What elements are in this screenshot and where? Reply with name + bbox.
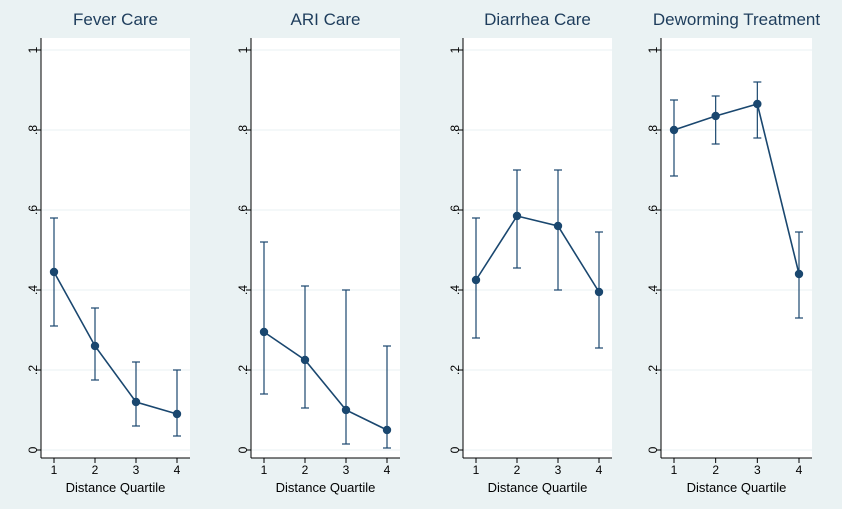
y-tick-label: .6 <box>26 205 40 215</box>
x-tick-label: 1 <box>51 463 58 477</box>
x-tick-label: 1 <box>473 463 480 477</box>
y-tick-label: .2 <box>646 365 660 375</box>
data-point <box>90 341 100 351</box>
x-tick-label: 3 <box>754 463 761 477</box>
y-tick-label: .4 <box>448 285 462 295</box>
data-point <box>794 269 804 279</box>
data-point <box>49 267 59 277</box>
x-tick-label: 3 <box>555 463 562 477</box>
data-point <box>553 221 563 231</box>
data-point <box>382 425 392 435</box>
y-tick-label: .8 <box>646 125 660 135</box>
y-tick-label: .2 <box>26 365 40 375</box>
data-point <box>131 397 141 407</box>
x-tick-label: 4 <box>596 463 603 477</box>
data-point <box>594 287 604 297</box>
x-axis-title: Distance Quartile <box>687 480 787 495</box>
y-tick-label: .8 <box>26 125 40 135</box>
y-tick-label: .6 <box>236 205 250 215</box>
data-point <box>512 211 522 221</box>
series-line <box>263 331 388 431</box>
x-tick-label: 2 <box>514 463 521 477</box>
x-tick-label: 4 <box>796 463 803 477</box>
panel-3: 0 .2 .4 .6 .8 1 1 2 3 4 Distance Quartile Diarrhea … <box>448 10 612 495</box>
y-tick-label: .4 <box>236 285 250 295</box>
x-tick-label: 2 <box>92 463 99 477</box>
x-axis-title: Distance Quartile <box>488 480 588 495</box>
plot-area <box>661 38 812 458</box>
data-point <box>172 409 182 419</box>
y-tick-label: 0 <box>26 446 40 453</box>
x-tick-label: 4 <box>384 463 391 477</box>
x-tick-label: 2 <box>712 463 719 477</box>
x-axis-title: Distance Quartile <box>276 480 376 495</box>
x-tick-label: 2 <box>302 463 309 477</box>
data-point <box>471 275 481 285</box>
panel-4: 0 .2 .4 .6 .8 1 1 2 3 4 Distance Quartile Deworming… <box>646 10 820 495</box>
y-tick-label: 0 <box>236 446 250 453</box>
series-line <box>475 215 600 293</box>
x-tick-label: 3 <box>343 463 350 477</box>
data-point <box>259 327 269 337</box>
y-tick-label: .2 <box>236 365 250 375</box>
plot-area <box>251 38 400 458</box>
panel-title: Deworming Treatment <box>653 10 821 29</box>
panel-title: Diarrhea Care <box>484 10 591 29</box>
series-line <box>673 103 800 275</box>
y-tick-label: .2 <box>448 365 462 375</box>
x-tick-label: 3 <box>133 463 140 477</box>
y-tick-label: 0 <box>448 446 462 453</box>
x-tick-label: 4 <box>174 463 181 477</box>
y-tick-label: .8 <box>236 125 250 135</box>
data-point <box>753 99 762 109</box>
panel-title: Fever Care <box>73 10 158 29</box>
panel-title: ARI Care <box>291 10 361 29</box>
y-tick-label: .4 <box>646 285 660 295</box>
y-tick-label: 1 <box>646 46 660 53</box>
series-line <box>53 271 178 415</box>
y-tick-label: 0 <box>646 446 660 453</box>
panel-2: 0 .2 .4 .6 .8 1 1 2 3 4 Distance Quartile ARI Care <box>236 10 400 495</box>
data-point <box>341 405 351 415</box>
data-point <box>711 111 720 121</box>
y-tick-label: .4 <box>26 285 40 295</box>
y-tick-label: .6 <box>646 205 660 215</box>
data-point <box>669 125 679 135</box>
x-tick-label: 1 <box>671 463 678 477</box>
x-axis-title: Distance Quartile <box>66 480 166 495</box>
y-tick-label: .6 <box>448 205 462 215</box>
plot-area <box>463 38 612 458</box>
panel-1: 0 .2 .4 .6 .8 1 1 2 3 4 Distance Quartile Fever Car… <box>26 10 190 495</box>
data-point <box>300 355 310 365</box>
y-tick-label: 1 <box>448 46 462 53</box>
y-tick-label: 1 <box>26 46 40 53</box>
y-tick-label: .8 <box>448 125 462 135</box>
x-tick-label: 1 <box>261 463 268 477</box>
plot-area <box>41 38 190 458</box>
y-tick-label: 1 <box>236 46 250 53</box>
